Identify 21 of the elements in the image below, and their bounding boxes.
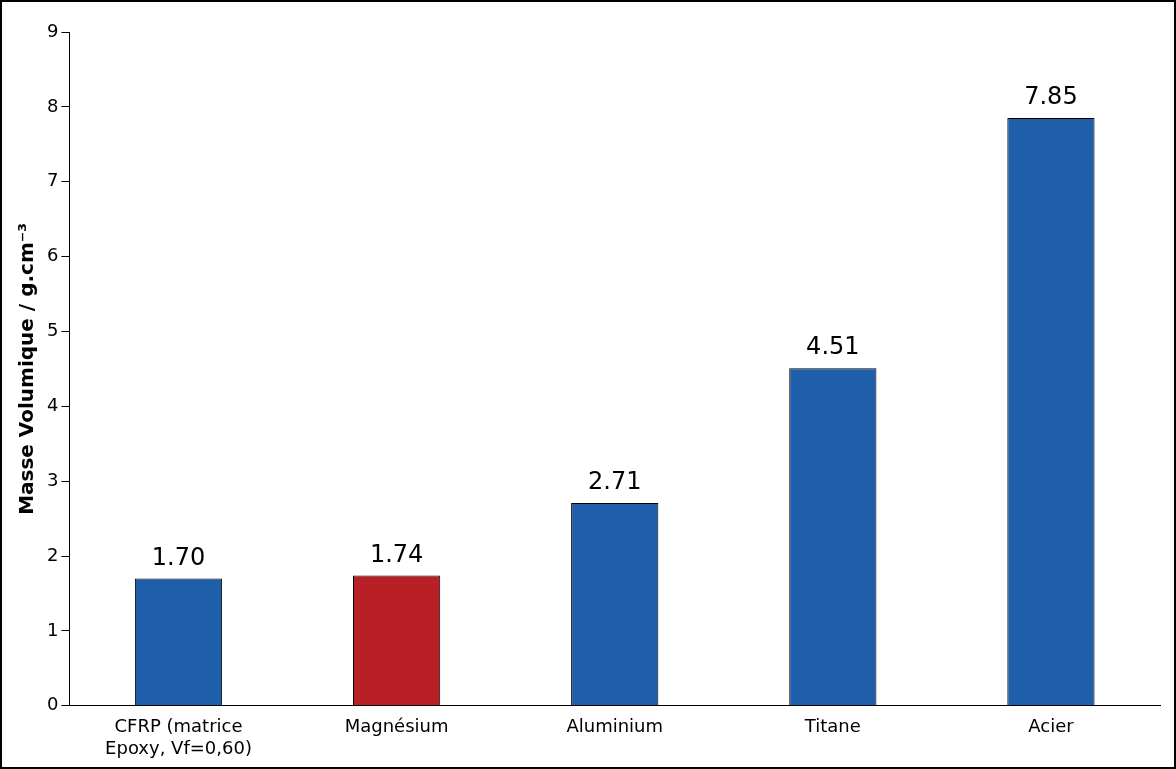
data-label: 1.74 <box>369 539 424 568</box>
y-tick-label: 6 <box>47 244 59 266</box>
y-tick-label: 8 <box>47 94 59 116</box>
x-tick-label: Magnésium <box>344 715 449 737</box>
y-tick-label: 1 <box>47 618 59 640</box>
y-tick-label: 4 <box>47 394 59 416</box>
y-tick-label: 9 <box>47 19 59 41</box>
y-tick-label: 5 <box>47 319 59 341</box>
y-tick-label: 7 <box>47 169 59 191</box>
y-tick-label: 0 <box>47 693 59 715</box>
x-tick-label: Acier <box>1028 715 1075 737</box>
data-label: 2.71 <box>588 467 642 496</box>
y-tick-label: 2 <box>47 543 59 565</box>
x-tick-label: CFRP (matrice Epoxy, Vf=0,60) <box>105 715 252 758</box>
data-label: 1.70 <box>151 542 206 571</box>
x-tick-label: Titane <box>803 715 861 737</box>
x-tick-label: Aluminium <box>566 715 664 737</box>
data-label: 4.51 <box>806 332 860 361</box>
data-label: 7.85 <box>1024 82 1078 111</box>
y-axis-title: Masse Volumique / g.cm⁻³ <box>14 222 39 515</box>
y-tick-label: 3 <box>47 468 59 490</box>
